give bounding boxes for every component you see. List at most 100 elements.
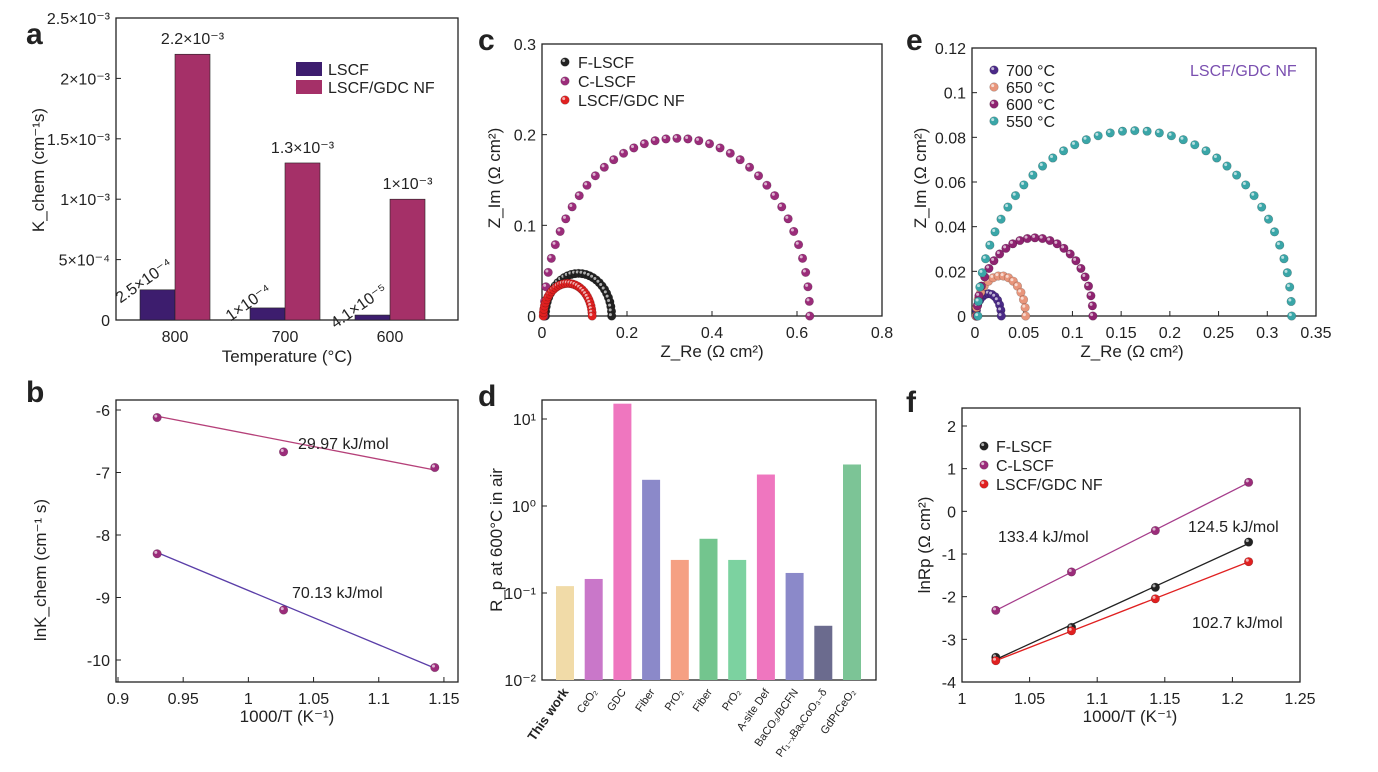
f-point-2-3-highlight [1245, 558, 1249, 562]
c-point-0-20-highlight [596, 279, 600, 283]
c-point-1-6 [555, 226, 565, 237]
c-ylabel: Z_Im (Ω cm²) [485, 128, 504, 229]
f-xtick-2-label: 1.1 [1086, 691, 1108, 708]
d-xlabel-1: CeO₂ [575, 687, 600, 716]
e-point-3-19-highlight [1119, 128, 1123, 132]
a-xtick-600-label: 600 [377, 329, 404, 346]
e-point-2-17 [1065, 249, 1075, 259]
c-legend-dot-1 [560, 76, 570, 86]
d-xlabel-0: This work [524, 684, 572, 743]
d-ytick-2-label: 10⁰ [512, 499, 536, 516]
c-point-1-17 [650, 136, 660, 146]
d-bar-7 [756, 474, 775, 680]
b-point-1-2 [430, 662, 440, 673]
e-point-3-28 [1222, 161, 1232, 171]
panel-f-frame [961, 407, 1301, 683]
b-ylabel: lnK_chem (cm⁻¹ s) [31, 499, 50, 641]
e-point-3-27-highlight [1213, 155, 1217, 159]
e-point-2-24 [1088, 311, 1098, 321]
e-point-3-6 [990, 227, 1000, 237]
e-point-2-14-highlight [1047, 237, 1051, 241]
a-label-lscf-600: 4.1×10⁻⁵ [328, 281, 391, 332]
e-point-3-22 [1154, 128, 1164, 138]
e-point-3-32-highlight [1258, 204, 1262, 208]
e-point-3-2 [975, 282, 985, 292]
e-point-1-9-highlight [1005, 274, 1009, 278]
d-bar-6 [728, 559, 747, 680]
a-xtick-800-label: 800 [162, 329, 189, 346]
e-point-3-8 [1003, 202, 1013, 212]
e-point-3-9 [1010, 191, 1021, 201]
e-point-3-31 [1249, 191, 1259, 201]
a-legend-swatch-nf [296, 80, 322, 94]
e-xtick-7-label: 0.35 [1300, 325, 1331, 342]
e-point-3-5-highlight [987, 242, 991, 246]
e-point-3-17 [1093, 131, 1103, 141]
c-point-1-11-highlight [592, 172, 596, 176]
c-xtick-2-label: 0.4 [701, 325, 723, 342]
c-ytick-2-label: 0.2 [514, 128, 536, 145]
b-xtick-4-label: 1.1 [368, 691, 390, 708]
e-point-3-21 [1142, 126, 1152, 136]
e-xtick-3-label: 0.15 [1106, 325, 1137, 342]
c-point-0-25-highlight [607, 299, 611, 303]
e-ytick-3-label: 0.06 [935, 175, 966, 192]
f-point-1-3-highlight [1245, 479, 1249, 483]
e-point-2-19 [1076, 263, 1086, 274]
c-point-0-28 [607, 311, 617, 321]
e-point-3-1-highlight [975, 298, 979, 302]
a-ylabel: K_chem (cm⁻¹s) [29, 108, 48, 232]
c-point-1-6-highlight [557, 228, 561, 232]
f-point-0-3 [1244, 537, 1254, 547]
panel-e-letter: e [906, 24, 923, 57]
e-point-3-40 [1287, 311, 1297, 321]
c-point-1-12-highlight [601, 164, 605, 168]
c-point-1-19-highlight [674, 135, 678, 139]
panel-d-letter: d [478, 380, 496, 413]
c-point-1-14 [618, 148, 629, 158]
c-point-0-16-highlight [583, 271, 587, 275]
f-point-2-2 [1150, 594, 1160, 604]
e-point-3-18-highlight [1107, 130, 1111, 134]
f-xtick-0-label: 1 [958, 691, 967, 708]
c-point-1-9 [574, 191, 584, 201]
e-point-3-24 [1178, 135, 1188, 145]
e-point-3-4-highlight [982, 255, 986, 259]
e-point-1-15-highlight [1022, 313, 1026, 317]
e-point-2-11-highlight [1024, 235, 1028, 239]
e-point-3-19 [1117, 126, 1128, 136]
b-ea-bot: 70.13 kJ/mol [292, 585, 383, 602]
e-title: LSCF/GDC NF [1190, 63, 1297, 80]
c-point-0-26-highlight [608, 303, 612, 307]
f-point-1-2-highlight [1152, 527, 1156, 531]
e-point-3-20 [1130, 126, 1140, 136]
e-point-2-9-highlight [1009, 240, 1013, 244]
c-point-0-23-highlight [603, 290, 607, 294]
e-point-2-17-highlight [1067, 251, 1071, 255]
f-point-1-0-highlight [993, 607, 996, 611]
c-point-1-16 [639, 139, 649, 149]
f-point-2-0-highlight [993, 657, 996, 661]
e-point-3-39-highlight [1288, 298, 1292, 302]
e-point-3-7-highlight [998, 216, 1002, 220]
e-point-2-6-highlight [991, 257, 995, 261]
e-point-0-12 [996, 311, 1006, 321]
c-point-0-27-highlight [608, 308, 612, 312]
c-xtick-4-label: 0.8 [871, 325, 893, 342]
d-ytick-3-label: 10¹ [513, 412, 536, 429]
e-point-1-13-highlight [1020, 296, 1024, 300]
c-point-1-35-highlight [802, 269, 806, 273]
a-legend-swatch-lscf [296, 62, 322, 76]
d-bar-0 [556, 586, 574, 680]
e-point-2-23-highlight [1089, 302, 1093, 306]
f-ea-f: 124.5 kJ/mol [1188, 519, 1279, 536]
c-point-2-30 [587, 311, 597, 321]
e-point-2-19-highlight [1078, 265, 1082, 269]
e-point-1-6-highlight [990, 274, 994, 278]
e-point-3-40-highlight [1288, 313, 1292, 317]
f-xtick-5-label: 1.25 [1284, 691, 1315, 708]
e-point-2-18-highlight [1073, 257, 1077, 261]
f-ylabel: lnRp (Ω cm²) [915, 497, 934, 594]
f-point-2-1-highlight [1068, 627, 1072, 631]
b-ytick-0-label: -10 [87, 653, 110, 670]
